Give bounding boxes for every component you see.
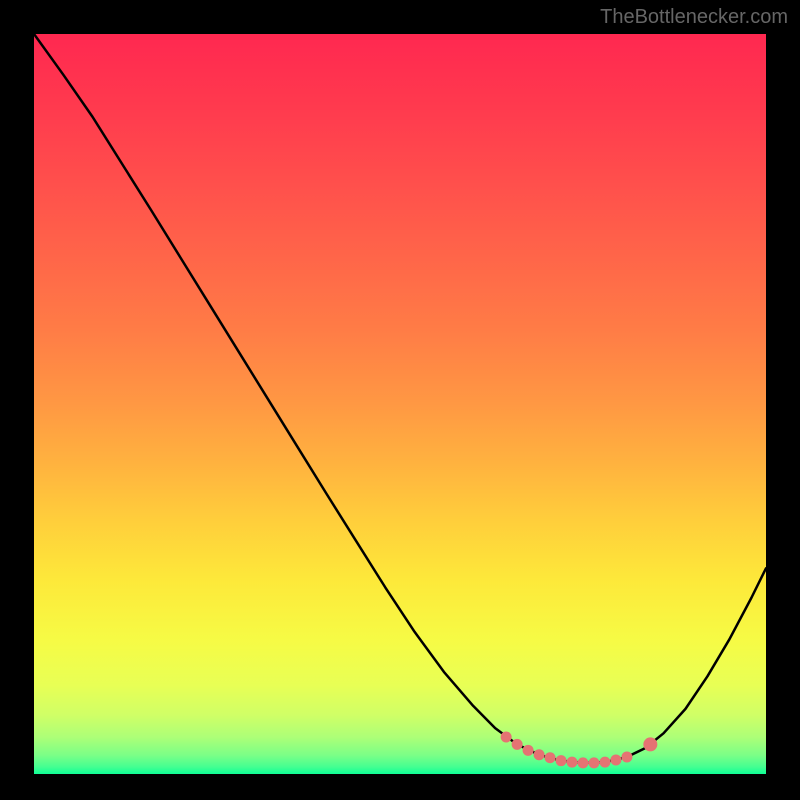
curve-marker [599, 757, 610, 768]
bottleneck-curve [34, 34, 766, 763]
curve-marker [556, 755, 567, 766]
curve-marker [567, 757, 578, 768]
curve-marker [610, 754, 621, 765]
curve-marker [588, 757, 599, 768]
curve-marker [501, 732, 512, 743]
curve-marker [534, 749, 545, 760]
marker-group [501, 732, 658, 769]
chart-curve-layer [34, 34, 766, 774]
curve-marker [621, 751, 632, 762]
curve-marker [512, 739, 523, 750]
curve-marker [578, 757, 589, 768]
chart-plot-area [34, 34, 766, 774]
curve-marker [545, 752, 556, 763]
curve-marker [523, 745, 534, 756]
watermark-text: TheBottlenecker.com [600, 6, 788, 29]
curve-marker-end [643, 737, 657, 751]
